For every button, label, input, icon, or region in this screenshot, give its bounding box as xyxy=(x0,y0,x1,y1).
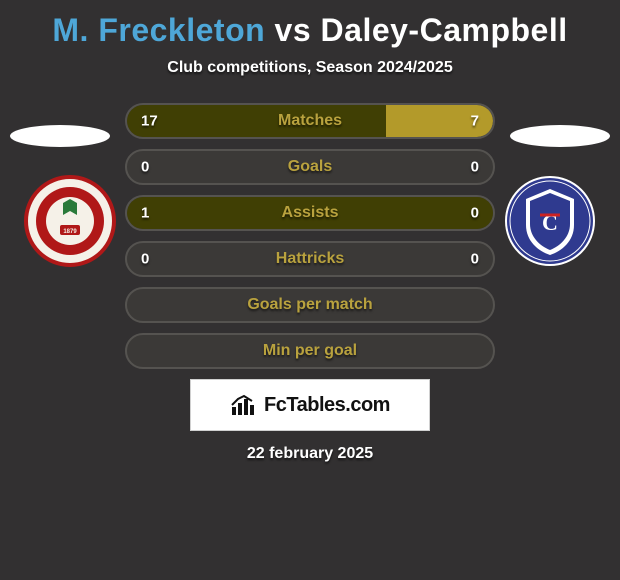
brand-footer[interactable]: FcTables.com xyxy=(190,379,430,431)
stat-row: Min per goal xyxy=(125,333,495,369)
subtitle: Club competitions, Season 2024/2025 xyxy=(0,59,620,77)
stat-value-left: 1 xyxy=(141,205,149,222)
title-vs: vs xyxy=(265,12,320,48)
stat-value-left: 17 xyxy=(141,113,158,130)
stat-label: Matches xyxy=(278,112,342,130)
page-title: M. Freckleton vs Daley-Campbell xyxy=(0,0,620,49)
stat-value-right: 0 xyxy=(471,159,479,176)
date-text: 22 february 2025 xyxy=(0,445,620,463)
title-left: M. Freckleton xyxy=(52,12,265,48)
stat-row: 0 0 Goals xyxy=(125,149,495,185)
stat-value-right: 7 xyxy=(471,113,479,130)
chart-icon xyxy=(230,393,258,417)
stat-value-right: 0 xyxy=(471,251,479,268)
stat-value-right: 0 xyxy=(471,205,479,222)
stat-value-left: 0 xyxy=(141,159,149,176)
stat-row: Goals per match xyxy=(125,287,495,323)
stat-value-left: 0 xyxy=(141,251,149,268)
stat-label: Assists xyxy=(282,204,339,222)
stat-label: Goals per match xyxy=(247,296,372,314)
stat-label: Goals xyxy=(288,158,332,176)
stat-row: 17 7 Matches xyxy=(125,103,495,139)
stats-bars: 17 7 Matches 0 0 Goals 1 0 Assists 0 0 Hattricks Goa… xyxy=(125,97,495,369)
brand-text: FcTables.com xyxy=(264,394,390,417)
title-right: Daley-Campbell xyxy=(321,12,568,48)
stat-row: 0 0 Hattricks xyxy=(125,241,495,277)
bar-fill-left xyxy=(127,105,386,137)
stat-label: Min per goal xyxy=(263,342,357,360)
stat-label: Hattricks xyxy=(276,250,344,268)
stat-row: 1 0 Assists xyxy=(125,195,495,231)
